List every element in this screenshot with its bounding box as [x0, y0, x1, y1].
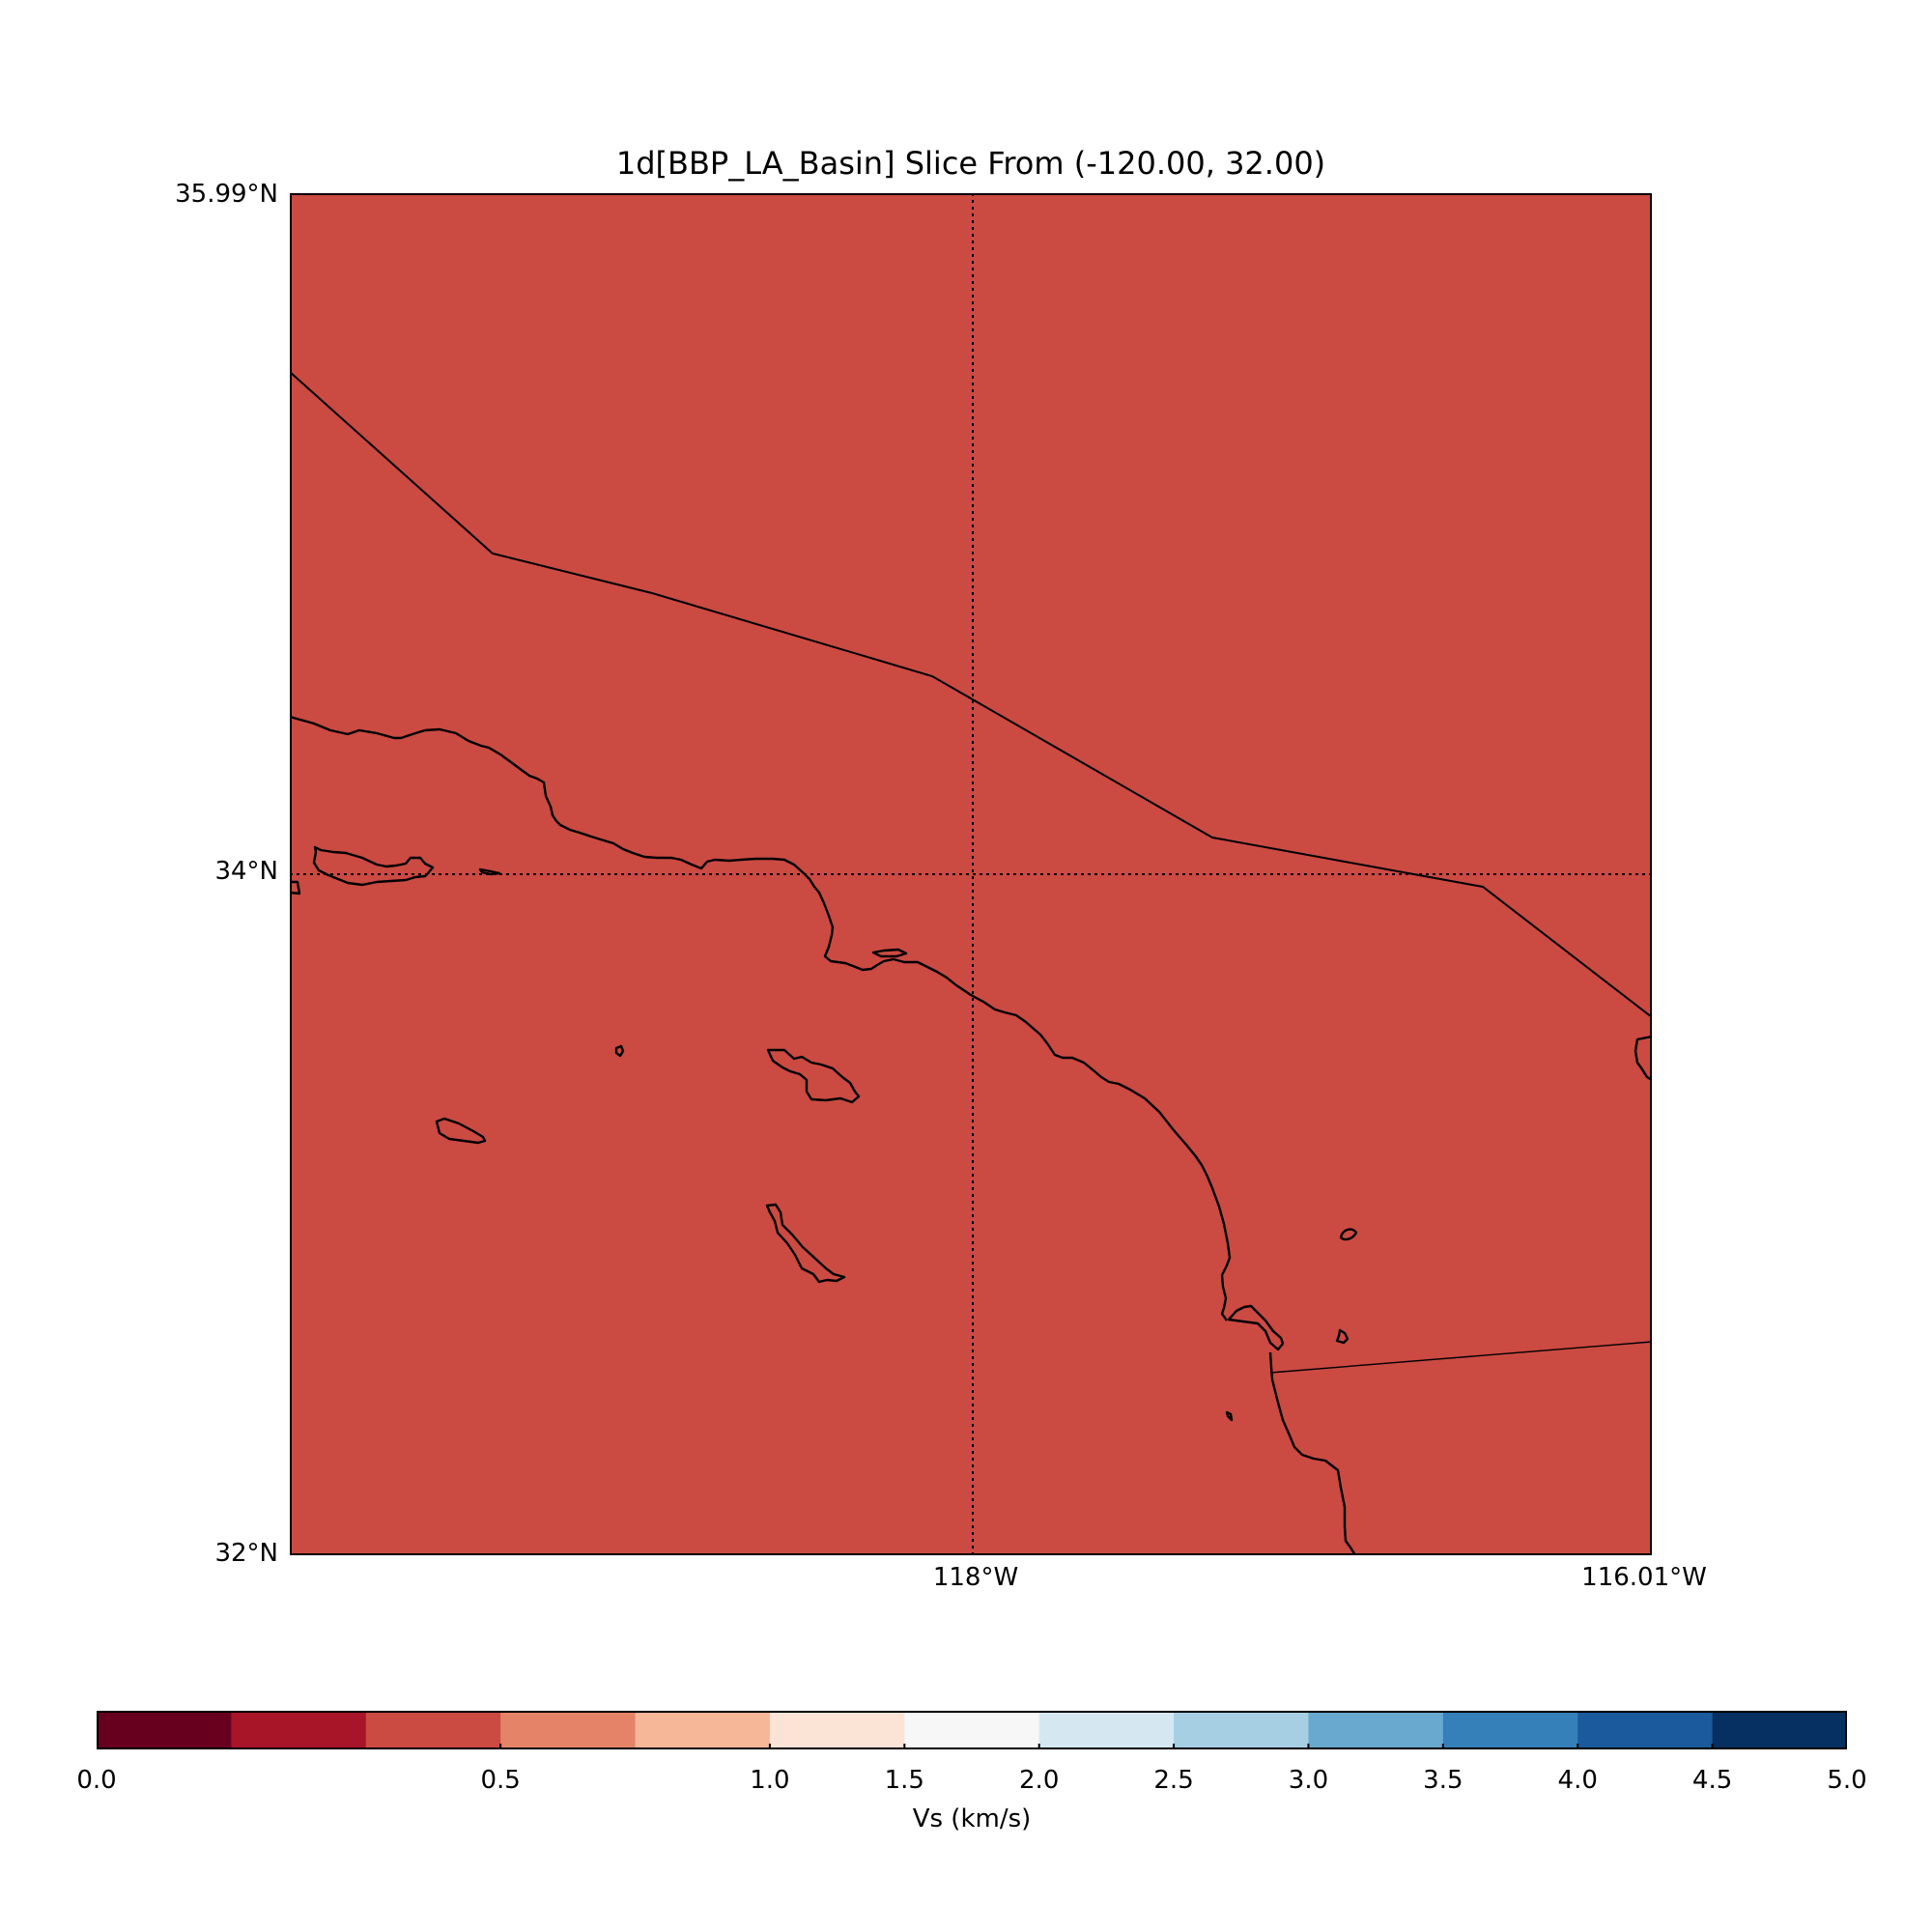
colorbar-segment	[635, 1711, 771, 1749]
colorbar-tick-label: 4.5	[1691, 1766, 1733, 1795]
colorbar-tick-label: 1.0	[750, 1766, 790, 1795]
border-us-mexico	[1269, 1341, 1652, 1374]
colorbar-tick-label: 2.0	[1019, 1766, 1060, 1795]
colorbar-segment	[97, 1711, 232, 1749]
colorbar-segment	[1577, 1711, 1714, 1749]
coast-san-diego	[1268, 1351, 1357, 1555]
island-san-nicolas	[435, 1117, 487, 1145]
colorbar-tick-label: 3.5	[1423, 1766, 1463, 1795]
coastline	[290, 715, 1652, 1555]
colorbar-segment	[904, 1711, 1040, 1749]
island-lake	[1339, 1228, 1358, 1241]
colorbar-segment	[1712, 1711, 1847, 1749]
map-plot	[290, 193, 1652, 1555]
colorbar-tick-label: 0.0	[76, 1766, 117, 1795]
salton-edge	[1634, 1035, 1652, 1082]
lon-label-116w: 116.01°W	[1581, 1563, 1707, 1592]
colorbar-tick-label: 3.0	[1288, 1766, 1329, 1795]
colorbar-segment	[231, 1711, 367, 1749]
lat-label-bottom: 32°N	[214, 1539, 278, 1568]
san-diego-bay	[1227, 1304, 1285, 1351]
island-santa-barbara	[614, 1044, 625, 1058]
island-coronado	[1225, 1410, 1234, 1422]
colorbar-segment	[1038, 1711, 1175, 1749]
velocity-field	[290, 193, 1652, 1555]
colorbar-tick-label: 5.0	[1827, 1766, 1867, 1795]
island-santa-catalina	[766, 1048, 861, 1104]
colorbar-segment	[1308, 1711, 1444, 1749]
colorbar-segment	[500, 1711, 637, 1749]
colorbar	[97, 1711, 1847, 1749]
colorbar-tick-label: 2.5	[1153, 1766, 1194, 1795]
harbor-detail	[871, 948, 908, 958]
lat-label-mid: 34°N	[214, 857, 278, 886]
mainland-coast	[290, 715, 1232, 1321]
island-santa-cruz	[312, 845, 435, 887]
island-san-clemente	[765, 1203, 846, 1284]
border-ca-nv	[290, 371, 1652, 1018]
map-frame	[290, 193, 1652, 1555]
lat-label-top: 35.99°N	[175, 180, 278, 209]
colorbar-tick-label: 1.5	[884, 1766, 924, 1795]
colorbar-segment	[1174, 1711, 1309, 1749]
colorbar-tick-label: 0.5	[480, 1766, 521, 1795]
island-lake-2	[1335, 1328, 1350, 1345]
lon-label-118w: 118°W	[932, 1563, 1019, 1592]
colorbar-segment	[769, 1711, 905, 1749]
island-west-edge	[290, 880, 301, 895]
colorbar-label: Vs (km/s)	[912, 1804, 1032, 1833]
chart-title: 1d[BBP_LA_Basin] Slice From (-120.00, 32…	[615, 145, 1326, 182]
colorbar-frame	[97, 1711, 1847, 1749]
colorbar-segment	[365, 1711, 501, 1749]
colorbar-segment	[1442, 1711, 1578, 1749]
colorbar-tick-label: 4.0	[1557, 1766, 1598, 1795]
state-borders	[290, 371, 1652, 1374]
